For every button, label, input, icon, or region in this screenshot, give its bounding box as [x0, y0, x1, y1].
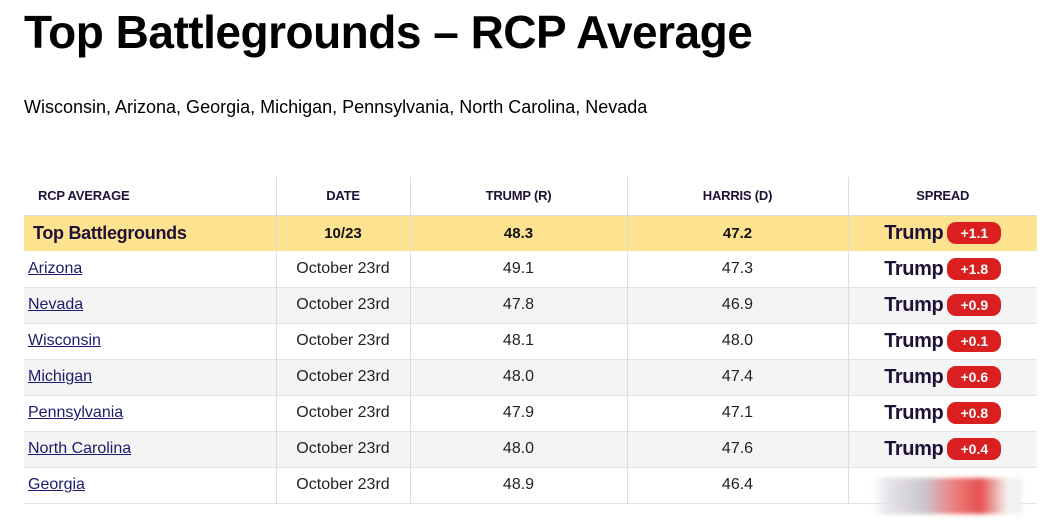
state-link[interactable]: Michigan — [28, 368, 93, 385]
spread-badge: +0.4 — [947, 438, 1002, 460]
spread-badge: +0.8 — [947, 402, 1002, 424]
state-date-cell: October 23rd — [276, 323, 411, 360]
state-link[interactable]: Arizona — [28, 260, 83, 277]
state-date-cell: October 23rd — [276, 431, 411, 468]
spread-leader: Trump — [884, 437, 944, 460]
state-date-cell: October 23rd — [276, 359, 411, 396]
average-row-date: 10/23 — [276, 215, 411, 252]
polling-table: RCP AVERAGE DATE TRUMP (R) HARRIS (D) SP… — [24, 177, 1037, 504]
average-row-leader: Trump — [884, 221, 944, 244]
average-row-spread-cell: Trump +1.1 — [848, 215, 1037, 252]
column-header-spread[interactable]: SPREAD — [848, 177, 1037, 216]
state-cell: Nevada — [24, 287, 277, 324]
spread-leader: Trump — [884, 293, 944, 316]
spread-leader: Trump — [884, 401, 944, 424]
state-harris-cell: 48.0 — [627, 323, 849, 360]
average-row-name: Top Battlegrounds — [24, 215, 277, 252]
state-cell: North Carolina — [24, 431, 277, 468]
average-row-trump: 48.3 — [410, 215, 628, 252]
state-harris-cell: 46.4 — [627, 467, 849, 504]
table-row: Wisconsin October 23rd 48.1 48.0 Trump +0.1 — [24, 323, 1037, 360]
spread-badge: +1.8 — [947, 258, 1002, 280]
state-harris-cell: 46.9 — [627, 287, 849, 324]
state-spread-cell: Trump +0.8 — [848, 395, 1037, 432]
table-row: Pennsylvania October 23rd 47.9 47.1 Trump +0.… — [24, 395, 1037, 432]
state-harris-cell: 47.1 — [627, 395, 849, 432]
state-cell: Arizona — [24, 251, 277, 288]
state-link[interactable]: Pennsylvania — [28, 404, 124, 421]
state-date-cell: October 23rd — [276, 251, 411, 288]
state-link[interactable]: Nevada — [28, 296, 84, 313]
state-harris-cell: 47.3 — [627, 251, 849, 288]
state-trump-cell: 48.9 — [410, 467, 628, 504]
table-row: North Carolina October 23rd 48.0 47.6 Trump +… — [24, 431, 1037, 468]
state-spread-cell: Trump +1.8 — [848, 251, 1037, 288]
state-link[interactable]: North Carolina — [28, 440, 132, 457]
state-cell: Georgia — [24, 467, 277, 504]
state-cell: Wisconsin — [24, 323, 277, 360]
state-trump-cell: 49.1 — [410, 251, 628, 288]
table-row: Georgia October 23rd 48.9 46.4 — [24, 467, 1037, 504]
table-header-row: RCP AVERAGE DATE TRUMP (R) HARRIS (D) SP… — [24, 177, 1037, 216]
state-spread-cell: Trump +0.6 — [848, 359, 1037, 396]
state-trump-cell: 48.1 — [410, 323, 628, 360]
table-row: Arizona October 23rd 49.1 47.3 Trump +1.8 — [24, 251, 1037, 288]
state-harris-cell: 47.4 — [627, 359, 849, 396]
average-row: Top Battlegrounds 10/23 48.3 47.2 Trump … — [24, 215, 1037, 252]
table-row: Michigan October 23rd 48.0 47.4 Trump +0.6 — [24, 359, 1037, 396]
state-spread-cell: Trump +0.9 — [848, 287, 1037, 324]
spread-badge: +0.1 — [947, 330, 1002, 352]
state-harris-cell: 47.6 — [627, 431, 849, 468]
state-trump-cell: 47.8 — [410, 287, 628, 324]
state-link[interactable]: Wisconsin — [28, 332, 101, 349]
state-cell: Pennsylvania — [24, 395, 277, 432]
state-spread-cell: Trump +0.4 — [848, 431, 1037, 468]
blurred-region — [872, 478, 1022, 514]
column-header-trump[interactable]: TRUMP (R) — [410, 177, 628, 216]
column-header-harris[interactable]: HARRIS (D) — [627, 177, 849, 216]
spread-badge: +0.9 — [947, 294, 1002, 316]
state-trump-cell: 48.0 — [410, 359, 628, 396]
spread-leader: Trump — [884, 365, 944, 388]
spread-badge: +0.6 — [947, 366, 1002, 388]
state-trump-cell: 48.0 — [410, 431, 628, 468]
state-trump-cell: 47.9 — [410, 395, 628, 432]
state-date-cell: October 23rd — [276, 287, 411, 324]
table-row: Nevada October 23rd 47.8 46.9 Trump +0.9 — [24, 287, 1037, 324]
column-header-date[interactable]: DATE — [276, 177, 411, 216]
page-subtitle: Wisconsin, Arizona, Georgia, Michigan, P… — [24, 97, 648, 117]
state-spread-cell: Trump +0.1 — [848, 323, 1037, 360]
average-row-harris: 47.2 — [627, 215, 849, 252]
state-cell: Michigan — [24, 359, 277, 396]
spread-leader: Trump — [884, 329, 944, 352]
spread-leader: Trump — [884, 257, 944, 280]
column-header-rcp-average[interactable]: RCP AVERAGE — [24, 177, 277, 216]
state-link[interactable]: Georgia — [28, 476, 85, 493]
state-date-cell: October 23rd — [276, 395, 411, 432]
page-title: Top Battlegrounds – RCP Average — [24, 6, 753, 58]
spread-badge: +1.1 — [947, 222, 1002, 244]
state-date-cell: October 23rd — [276, 467, 411, 504]
